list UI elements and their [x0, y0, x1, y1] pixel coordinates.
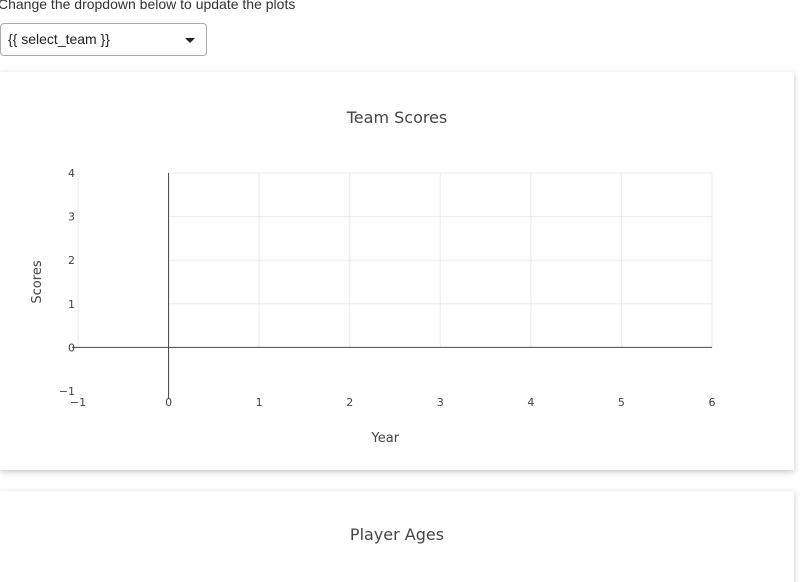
x-axis-title: Year [371, 431, 400, 446]
y-tick-label: 1 [68, 298, 75, 311]
dropdown-selected-value: {{ select_team }} [8, 31, 110, 47]
chart-title: Player Ages [349, 525, 445, 544]
instruction-text: Change the dropdown below to update the … [0, 0, 296, 12]
x-tick-label: 1 [256, 396, 263, 409]
y-tick-label: 0 [68, 341, 75, 354]
x-tick-label: 0 [165, 396, 172, 409]
player-ages-chart-card: Player Ages [0, 491, 794, 582]
x-tick-label: 4 [527, 396, 534, 409]
x-tick-label: 5 [618, 396, 625, 409]
x-tick-label: 6 [709, 396, 716, 409]
y-tick-label: 2 [68, 254, 75, 267]
team-select-dropdown[interactable]: {{ select_team }} [0, 23, 207, 56]
x-tick-label: −1 [70, 396, 86, 409]
team-scores-chart[interactable]: −1 0 1 2 3 4 5 6 −1 0 1 2 3 4 Year Scores [0, 72, 794, 470]
x-tick-label: 3 [437, 396, 444, 409]
y-tick-label: 4 [68, 167, 75, 180]
y-tick-label: −1 [59, 385, 75, 398]
team-scores-chart-card: Team Scores −1 0 1 2 3 4 5 6 −1 0 1 2 3 4 Year Scores [0, 72, 794, 470]
y-tick-label: 3 [68, 211, 75, 224]
caret-down-icon [185, 38, 195, 43]
chart-title: Team Scores [346, 108, 448, 127]
x-tick-label: 2 [346, 396, 353, 409]
y-axis-title: Scores [30, 260, 45, 303]
